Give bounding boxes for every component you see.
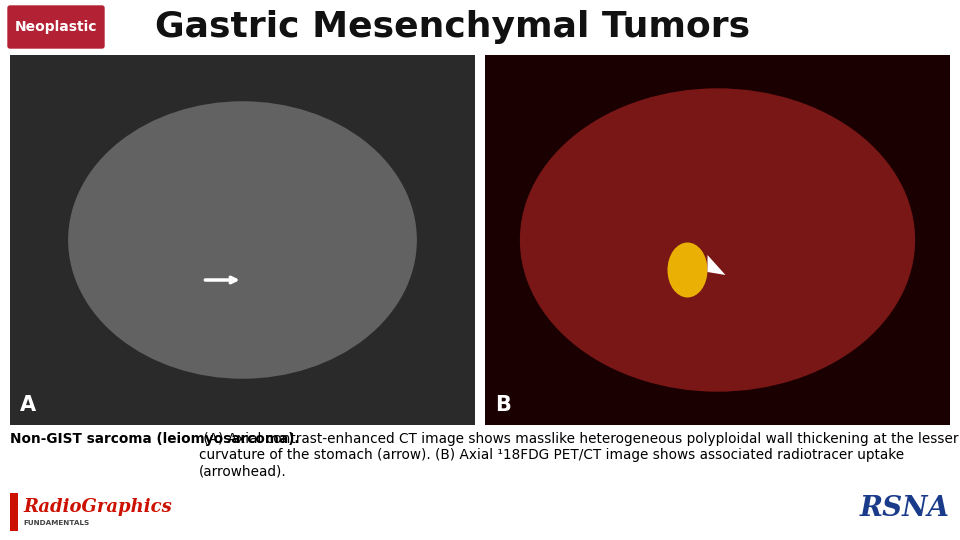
Text: A: A [20, 395, 36, 415]
FancyBboxPatch shape [8, 6, 104, 48]
Ellipse shape [68, 102, 417, 379]
Bar [10, 493, 18, 531]
Text: Gastric Mesenchymal Tumors: Gastric Mesenchymal Tumors [155, 10, 750, 44]
Ellipse shape [520, 89, 915, 391]
Text: Non-GIST sarcoma (leiomyosarcoma).: Non-GIST sarcoma (leiomyosarcoma). [10, 432, 300, 446]
Bar [485, 55, 950, 425]
Text: RSNA: RSNA [860, 495, 950, 522]
Text: B: B [495, 395, 511, 415]
Text: Neoplastic: Neoplastic [14, 20, 97, 34]
Text: (A) Axial contrast-enhanced CT image shows masslike heterogeneous polyploidal wa: (A) Axial contrast-enhanced CT image sho… [199, 432, 958, 478]
Bar [10, 55, 475, 425]
Ellipse shape [667, 242, 708, 298]
Text: RadioGraphics: RadioGraphics [23, 498, 172, 516]
Text: FUNDAMENTALS: FUNDAMENTALS [23, 520, 89, 526]
Polygon shape [708, 255, 726, 275]
